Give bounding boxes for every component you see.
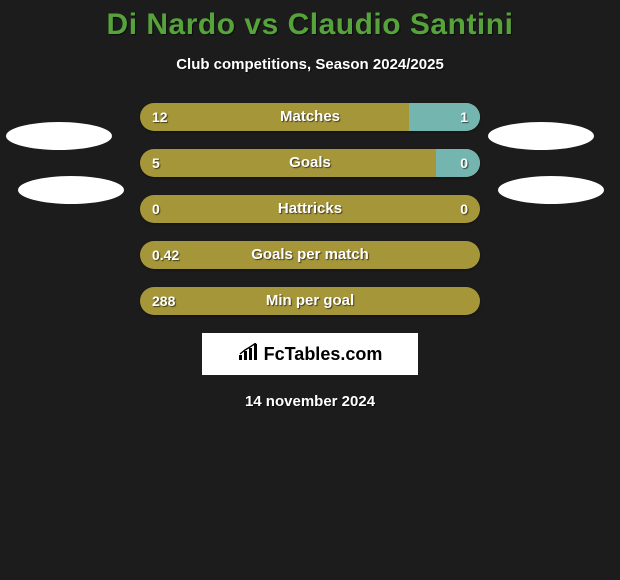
stat-label: Min per goal [140, 287, 480, 315]
player-oval [18, 176, 124, 204]
logo-box: FcTables.com [202, 333, 418, 375]
logo: FcTables.com [238, 343, 383, 366]
chart-icon [238, 343, 260, 366]
stat-row: 0.42Goals per match [0, 241, 620, 269]
stat-label: Goals per match [140, 241, 480, 269]
subtitle: Club competitions, Season 2024/2025 [0, 56, 620, 73]
page-title: Di Nardo vs Claudio Santini [0, 0, 620, 42]
player-oval [498, 176, 604, 204]
stat-row: 50Goals [0, 149, 620, 177]
stat-label: Matches [140, 103, 480, 131]
logo-text: FcTables.com [264, 344, 383, 365]
stat-row: 288Min per goal [0, 287, 620, 315]
player-oval [488, 122, 594, 150]
stat-label: Hattricks [140, 195, 480, 223]
player-oval [6, 122, 112, 150]
stat-label: Goals [140, 149, 480, 177]
date: 14 november 2024 [0, 393, 620, 410]
